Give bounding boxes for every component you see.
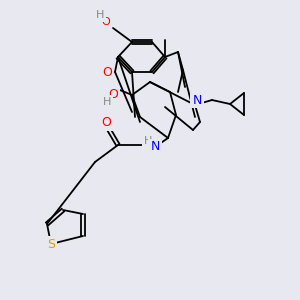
- Text: H: H: [96, 10, 104, 20]
- Text: S: S: [47, 238, 55, 250]
- Text: H: H: [103, 97, 111, 107]
- Text: O: O: [102, 65, 112, 79]
- Text: O: O: [102, 17, 110, 27]
- Text: H: H: [144, 136, 152, 146]
- Text: N: N: [150, 140, 160, 154]
- Text: O: O: [101, 116, 111, 130]
- Text: O: O: [108, 88, 118, 100]
- Text: N: N: [192, 94, 202, 106]
